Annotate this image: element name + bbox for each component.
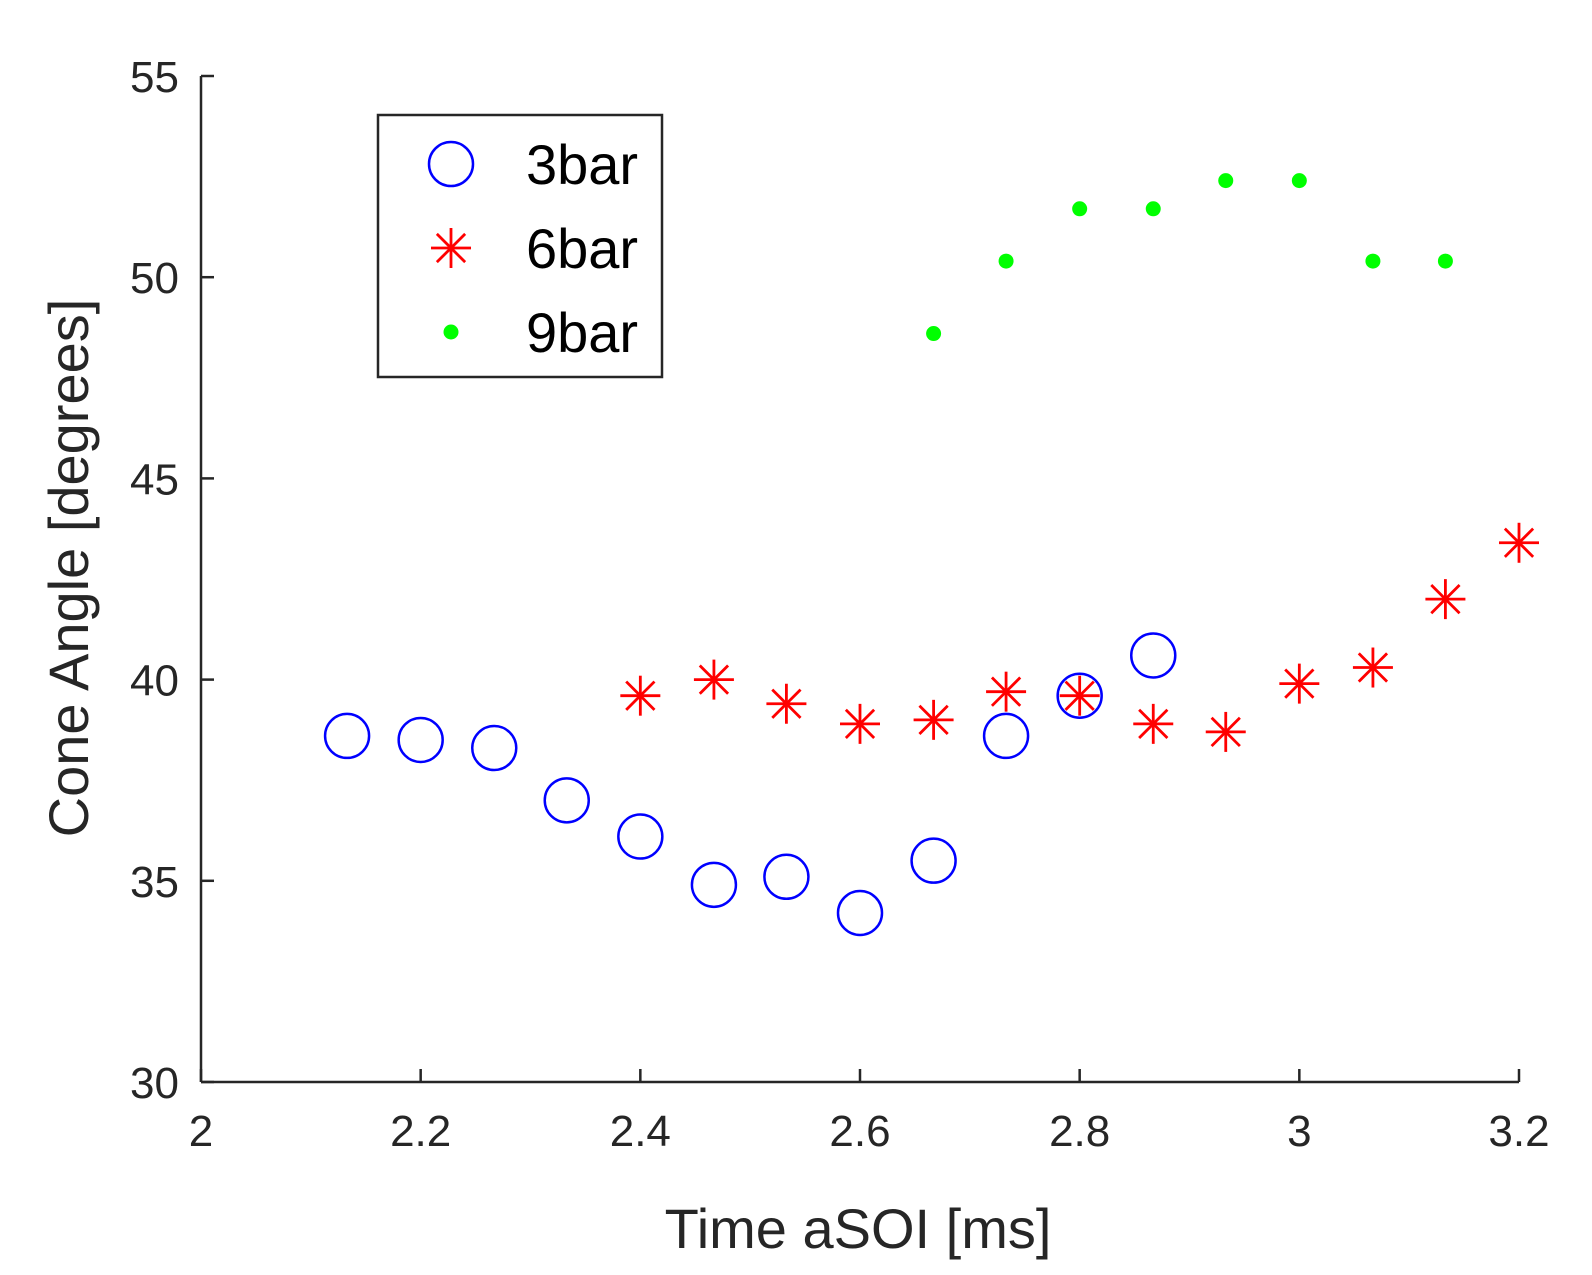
x-axis-ticks: 2 2.2 2.4 2.6 2.8 3 3.2 bbox=[189, 1069, 1550, 1156]
y-tick-label: 55 bbox=[130, 53, 179, 102]
legend: 3bar 6bar 9bar bbox=[376, 113, 664, 379]
data-point-3bar bbox=[617, 813, 664, 860]
data-point-3bar bbox=[763, 853, 810, 901]
data-point-6bar bbox=[766, 683, 807, 724]
data-point-3bar bbox=[982, 712, 1030, 760]
legend-label-6bar: 6bar bbox=[526, 217, 638, 280]
data-point-3bar bbox=[836, 889, 884, 937]
x-axis-label: Time aSOI [ms] bbox=[665, 1197, 1052, 1260]
data-point-3bar bbox=[1130, 632, 1177, 679]
legend-entry-3bar: 3bar bbox=[427, 133, 638, 196]
data-point-3bar bbox=[543, 777, 590, 824]
data-point-3bar bbox=[910, 837, 957, 884]
y-tick-label: 30 bbox=[130, 1059, 179, 1108]
legend-entry-6bar: 6bar bbox=[431, 217, 638, 280]
data-point-9bar bbox=[1072, 201, 1088, 217]
data-points bbox=[323, 173, 1539, 937]
data-point-6bar bbox=[1499, 522, 1539, 563]
y-tick-label: 40 bbox=[130, 657, 179, 706]
data-point-9bar bbox=[926, 326, 942, 342]
x-tick-label: 3.2 bbox=[1488, 1107, 1549, 1156]
legend-marker-6bar bbox=[431, 228, 471, 268]
legend-marker-9bar bbox=[443, 324, 459, 340]
data-point-6bar bbox=[1425, 579, 1466, 620]
x-tick-label: 2.2 bbox=[390, 1107, 451, 1156]
y-axis-ticks: 30 35 40 45 50 55 bbox=[130, 53, 214, 1108]
data-point-3bar bbox=[1056, 672, 1103, 719]
data-point-6bar bbox=[1133, 703, 1174, 744]
data-point-6bar bbox=[1279, 663, 1320, 704]
data-point-9bar bbox=[1218, 173, 1234, 189]
x-tick-label: 2.4 bbox=[610, 1107, 671, 1156]
data-point-9bar bbox=[998, 253, 1014, 269]
y-axis-label: Cone Angle [degrees] bbox=[37, 299, 100, 838]
data-point-6bar bbox=[1059, 675, 1100, 716]
data-point-9bar bbox=[1291, 173, 1307, 189]
y-tick-label: 45 bbox=[130, 455, 179, 504]
data-point-6bar bbox=[840, 703, 880, 744]
series-3bar bbox=[323, 632, 1177, 937]
data-point-6bar bbox=[1352, 647, 1393, 688]
legend-label-3bar: 3bar bbox=[526, 133, 638, 196]
data-point-3bar bbox=[690, 861, 738, 909]
data-point-6bar bbox=[986, 671, 1027, 712]
x-tick-label: 3 bbox=[1287, 1107, 1311, 1156]
series-9bar bbox=[926, 173, 1453, 342]
data-point-9bar bbox=[1437, 253, 1453, 269]
x-tick-label: 2.8 bbox=[1049, 1107, 1110, 1156]
data-point-9bar bbox=[1365, 253, 1381, 269]
data-point-6bar bbox=[693, 659, 734, 700]
x-tick-label: 2.6 bbox=[829, 1107, 890, 1156]
data-point-6bar bbox=[913, 699, 954, 740]
y-tick-label: 35 bbox=[130, 858, 179, 907]
data-point-6bar bbox=[1205, 711, 1246, 752]
x-tick-label: 2 bbox=[189, 1107, 213, 1156]
data-point-3bar bbox=[397, 716, 444, 764]
series-6bar bbox=[620, 522, 1539, 752]
legend-box bbox=[376, 113, 664, 379]
legend-marker-3bar bbox=[427, 140, 475, 188]
y-tick-label: 50 bbox=[130, 254, 179, 303]
legend-entry-9bar: 9bar bbox=[443, 301, 638, 364]
data-point-3bar bbox=[323, 712, 371, 760]
data-point-6bar bbox=[620, 675, 661, 716]
legend-label-9bar: 9bar bbox=[526, 301, 638, 364]
legend-entries: 3bar 6bar 9bar bbox=[427, 133, 638, 364]
data-point-3bar bbox=[471, 724, 518, 772]
data-point-9bar bbox=[1145, 201, 1161, 217]
